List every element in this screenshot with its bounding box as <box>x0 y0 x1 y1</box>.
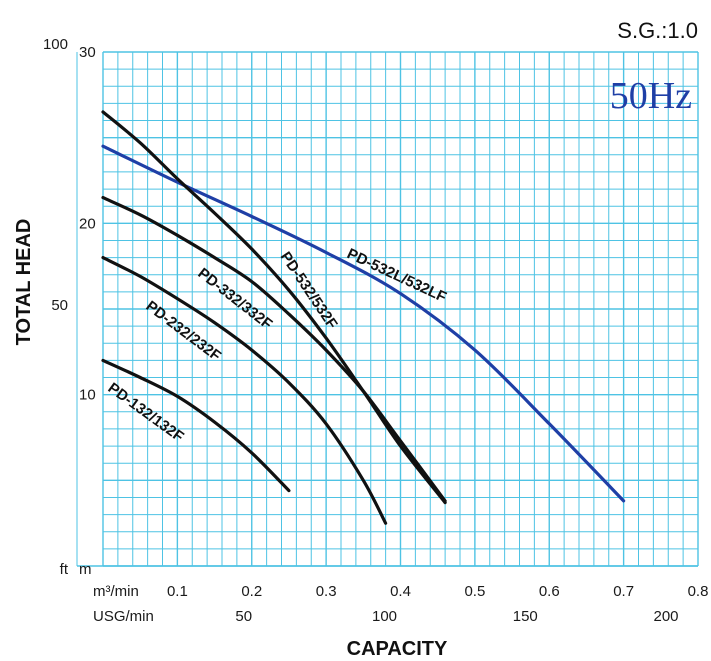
x-tick-label: 0.7 <box>613 583 634 600</box>
y-unit-ft: ft <box>60 561 69 578</box>
x-unit-primary: m³/min <box>93 583 139 600</box>
x-tick-label: 0.1 <box>167 583 188 600</box>
y-tick-label-m: 10 <box>79 387 96 404</box>
x2-tick-label: 50 <box>235 608 252 625</box>
pd-232-curve <box>101 256 388 525</box>
frequency-label: 50Hz <box>610 75 692 117</box>
tick-labels: 0.1 0.2 0.3 0.4 0.5 0.6 0.7 0.8 50 100 150 200 10 20 3… <box>43 36 708 625</box>
y-axis-title: TOTAL HEAD <box>13 219 35 346</box>
x-tick-label: 0.5 <box>464 583 485 600</box>
x-tick-label: 0.6 <box>539 583 560 600</box>
x-tick-label: 0.3 <box>316 583 337 600</box>
y-tick-label-ft: 50 <box>51 297 68 314</box>
x-tick-label: 0.4 <box>390 583 411 600</box>
y-tick-label-ft: 100 <box>43 36 68 53</box>
pd-532-curve <box>101 110 447 505</box>
pd-332-curve <box>101 196 447 503</box>
pd-132-curve <box>101 358 291 493</box>
y-tick-label-m: 20 <box>79 215 96 232</box>
x-axis-title: CAPACITY <box>347 638 448 660</box>
y-tick-label-m: 30 <box>79 44 96 61</box>
x-tick-label: 0.8 <box>688 583 709 600</box>
x-tick-label: 0.2 <box>241 583 262 600</box>
curves <box>101 110 626 525</box>
y-unit-m: m <box>79 561 92 578</box>
x2-tick-label: 200 <box>654 608 679 625</box>
specific-gravity-label: S.G.:1.0 <box>617 18 698 43</box>
x2-tick-label: 100 <box>372 608 397 625</box>
x-unit-secondary: USG/min <box>93 608 154 625</box>
x2-tick-label: 150 <box>513 608 538 625</box>
